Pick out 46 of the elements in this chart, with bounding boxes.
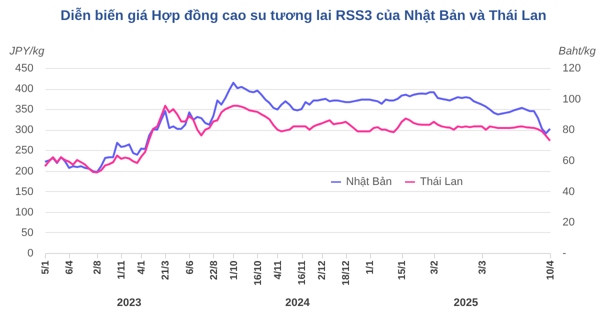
x-tick-label: 6/4 (64, 260, 76, 274)
x-tick-label: 6/6 (184, 260, 196, 274)
x-tick-label: 3/2 (429, 260, 440, 274)
x-tick-label: 15/1 (397, 260, 408, 280)
y2-tick-label: - (562, 248, 566, 260)
x-tick-label: 1/1 (365, 260, 376, 274)
text: 2024 (285, 297, 311, 309)
y2-tick-label: 100 (562, 93, 581, 106)
legend-label: Nhật Bản (346, 176, 392, 188)
y-tick-label: 100 (15, 206, 34, 218)
x-tick-label: 2/8 (92, 260, 104, 274)
line-series (44, 82, 551, 174)
y-tick-label: 0 (27, 248, 34, 260)
y-tick-label: 400 (15, 83, 34, 96)
y2-axis-title: Baht/kg (558, 46, 597, 58)
legend-label: Thái Lan (420, 176, 463, 188)
text: 2023 (116, 297, 142, 309)
y-tick-label: 450 (15, 62, 34, 74)
x-tick-label: 3/3 (477, 260, 488, 274)
y2-tick-label: 80 (562, 124, 575, 136)
x-tick-label: 18/12 (341, 260, 352, 286)
x-tick-label: 10/4 (546, 260, 556, 280)
x-tick-label: 1/10 (228, 260, 240, 280)
x-tick-label: 4/11 (272, 260, 284, 280)
y-tick-label: 50 (21, 226, 34, 239)
y2-tick-label: 120 (562, 62, 581, 74)
x-tick-label: 22/8 (208, 260, 220, 280)
y2-tick-label: 60 (562, 155, 575, 167)
x-tick-label: 5/1 (40, 260, 52, 274)
x-tick-label: 16/11 (297, 260, 308, 285)
x-tick-label: 21/3 (160, 260, 172, 280)
y2-tick-label: 40 (562, 186, 575, 198)
chart-title: Diễn biến giá Hợp đồng cao su tương lai RSS3 của Nhật Bản và Thái Lan (60, 7, 546, 23)
y2-tick-label: 20 (562, 216, 575, 229)
y-axis-title: JPY/kg (8, 46, 46, 58)
line-series (44, 104, 551, 174)
x-tick-label: 4/1 (136, 260, 148, 274)
text: 2025 (454, 297, 478, 309)
x-tick-label: 16/10 (252, 260, 264, 286)
y-tick-label: 150 (15, 186, 34, 198)
y-tick-label: 250 (15, 144, 34, 157)
x-tick-label: 1/11 (116, 260, 128, 280)
y-tick-label: 350 (15, 104, 34, 116)
y-tick-label: 200 (15, 165, 34, 178)
x-tick-label: 2/12 (317, 260, 328, 280)
y-tick-label: 300 (15, 124, 34, 136)
